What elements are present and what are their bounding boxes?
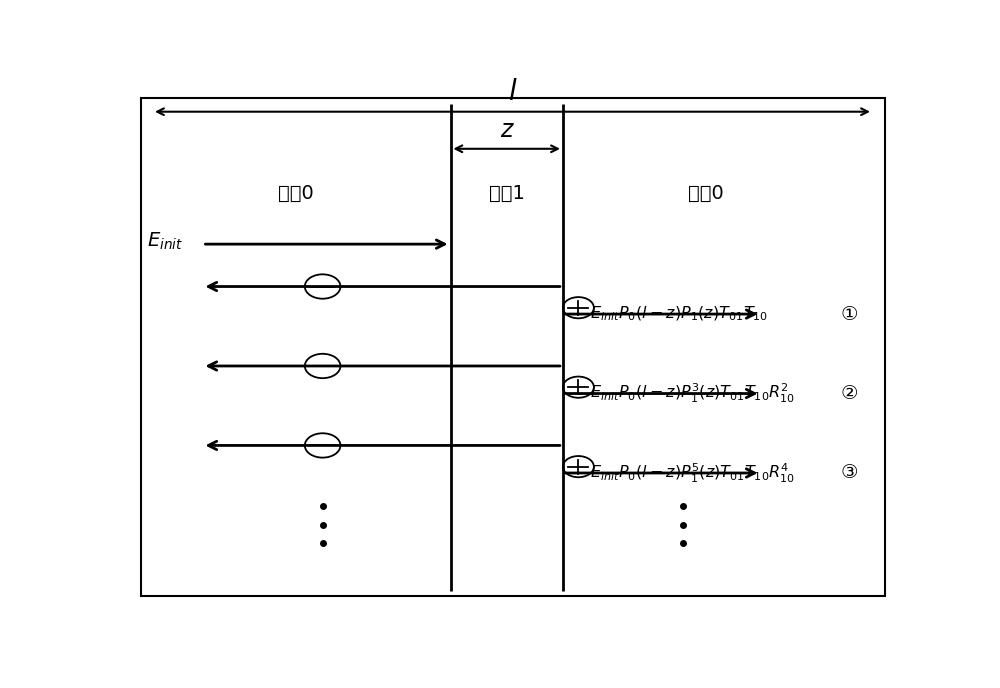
Text: $E_{init}P_0(l-z)P_1^5(z)T_{01}T_{10}R_{10}^4$: $E_{init}P_0(l-z)P_1^5(z)T_{01}T_{10}R_{… — [590, 462, 795, 484]
Text: ③: ③ — [841, 464, 858, 482]
Text: $E_{init}P_0(l-z)P_1(z)T_{01}T_{10}$: $E_{init}P_0(l-z)P_1(z)T_{01}T_{10}$ — [590, 305, 768, 323]
Text: 介质0: 介质0 — [278, 184, 313, 204]
Text: $E_{init}$: $E_{init}$ — [147, 231, 183, 252]
Text: 介质0: 介质0 — [688, 184, 724, 204]
Text: $l$: $l$ — [508, 79, 517, 107]
Text: ①: ① — [841, 305, 858, 323]
Text: $E_{init}P_0(l-z)P_1^3(z)T_{01}T_{10}R_{10}^2$: $E_{init}P_0(l-z)P_1^3(z)T_{01}T_{10}R_{… — [590, 382, 795, 405]
Text: ②: ② — [841, 384, 858, 403]
Text: 介质1: 介质1 — [489, 184, 525, 204]
Text: $z$: $z$ — [500, 120, 515, 142]
